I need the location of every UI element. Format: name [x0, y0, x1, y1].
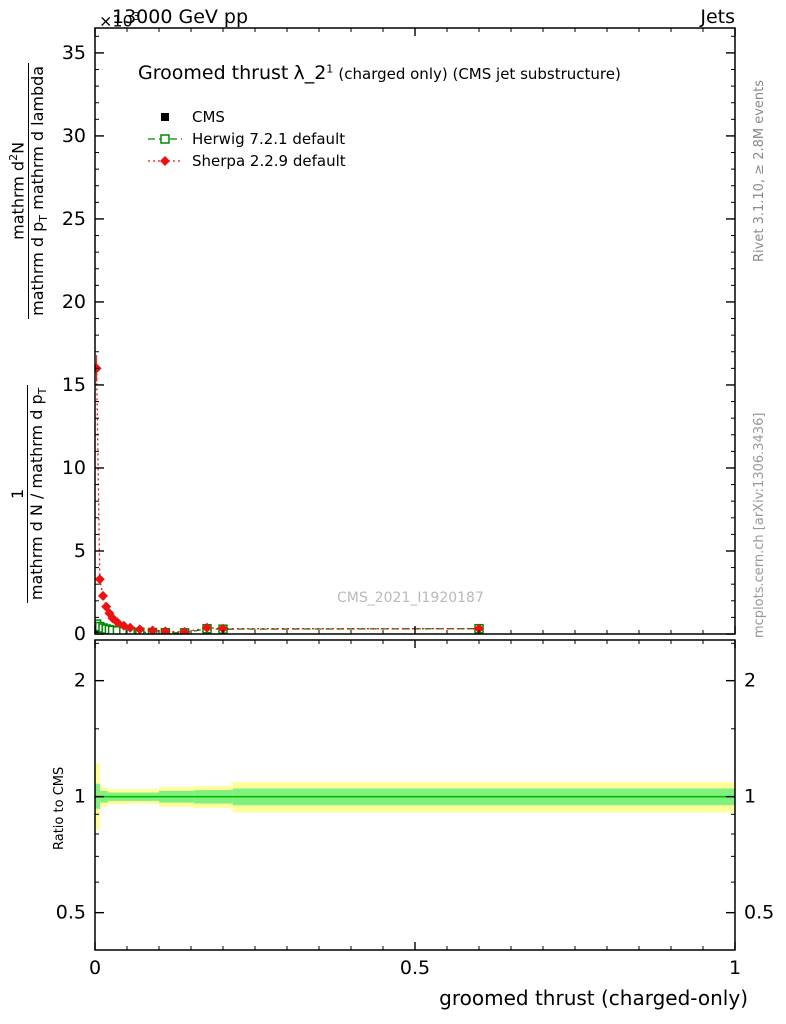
svg-text:1: 1 [729, 957, 741, 979]
legend-item-cms: CMS [146, 106, 346, 128]
herwig-marker-icon [146, 132, 184, 146]
svg-text:15: 15 [62, 374, 86, 396]
svg-text:0.5: 0.5 [744, 902, 774, 924]
svg-text:20: 20 [62, 291, 86, 313]
svg-text:5: 5 [74, 540, 86, 562]
svg-text:35: 35 [62, 42, 86, 64]
svg-text:25: 25 [62, 208, 86, 230]
ratio-axis-title: Ratio to CMS [52, 766, 67, 850]
y-axis-fraction-1: 1 mathrm d N / mathrm d pT [8, 384, 50, 604]
svg-text:1: 1 [744, 786, 756, 808]
svg-text:0.5: 0.5 [56, 902, 86, 924]
legend-item-sherpa: Sherpa 2.2.9 default [146, 150, 346, 172]
mcplots-arxiv-label: mcplots.cern.ch [arXiv:1306.3436] [752, 412, 767, 638]
analysis-group-label: Jets [700, 6, 735, 28]
plot-title-observable: λ_2 [293, 62, 327, 84]
plot-title-exponent: 1 [326, 62, 334, 76]
y-axis-scale-factor: ×103 [99, 10, 140, 31]
svg-text:10: 10 [62, 457, 86, 479]
legend-item-herwig: Herwig 7.2.1 default [146, 128, 346, 150]
watermark-analysis-id: CMS_2021_I1920187 [337, 590, 484, 606]
data-series [95, 355, 484, 634]
svg-text:1: 1 [74, 786, 86, 808]
svg-text:2: 2 [744, 670, 756, 692]
plot-title-main: Groomed thrust [138, 62, 289, 84]
series-sherpa [95, 355, 484, 634]
plot-title-suffix: (charged only) (CMS jet substructure) [338, 65, 621, 83]
axis-ticks [94, 28, 736, 950]
collision-energy-label: 13000 GeV pp [112, 6, 249, 28]
svg-text:0.5: 0.5 [400, 957, 430, 979]
sherpa-marker-icon [146, 154, 184, 168]
y-axis-title: 1 mathrm d N / mathrm d pT mathrm d2N ma… [7, 30, 51, 636]
svg-text:2: 2 [74, 670, 86, 692]
svg-text:30: 30 [62, 125, 86, 147]
x-axis-title: groomed thrust (charged-only) [439, 986, 748, 1010]
rivet-version-label: Rivet 3.1.10, ≥ 2.8M events [752, 79, 767, 262]
legend-label: Sherpa 2.2.9 default [192, 152, 346, 170]
legend-label: Herwig 7.2.1 default [192, 130, 346, 148]
plot-title: Groomed thrust λ_21 (charged only) (CMS … [138, 62, 621, 84]
y-axis-fraction-2: mathrm d2N mathrm d pT mathrm d lambda [7, 62, 51, 319]
legend: CMS Herwig 7.2.1 default Sherpa 2.2.9 de… [146, 106, 346, 172]
svg-text:0: 0 [74, 623, 86, 645]
legend-label: CMS [192, 108, 225, 126]
cms-marker-icon [146, 110, 184, 124]
svg-text:0: 0 [89, 957, 101, 979]
